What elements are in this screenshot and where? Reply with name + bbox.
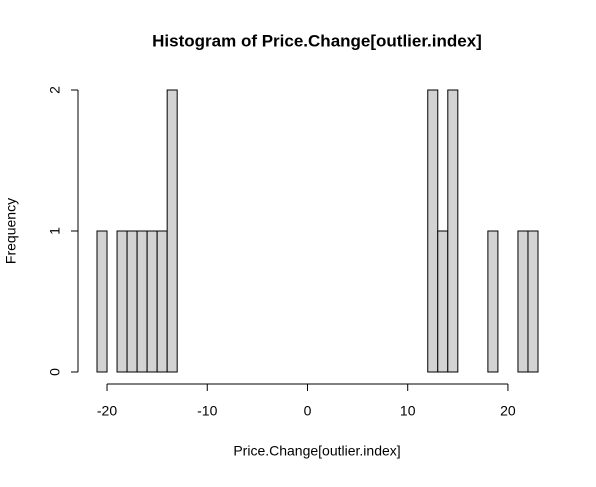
x-tick-label: 20 [500,403,516,419]
x-tick-label: -20 [97,403,117,419]
y-axis-label: Frequency [3,198,19,264]
bar [527,230,539,373]
bar [517,230,529,373]
bar [166,89,178,373]
chart-title: Histogram of Price.Change[outlier.index] [152,31,482,50]
bar [156,230,168,373]
x-tick-label: 10 [400,403,416,419]
bar [447,89,459,373]
bar [136,230,148,373]
bar [437,230,449,373]
bar [427,89,439,373]
y-tick-label: 2 [47,86,63,94]
x-tick-label: -10 [197,403,217,419]
x-tick-label: 0 [304,403,312,419]
x-axis-label: Price.Change[outlier.index] [233,443,400,459]
y-tick-label: 0 [47,368,63,376]
y-tick-label: 1 [47,227,63,235]
bar [126,230,138,373]
bar [96,230,108,373]
bar [146,230,158,373]
bar [487,230,499,373]
bar [116,230,128,373]
